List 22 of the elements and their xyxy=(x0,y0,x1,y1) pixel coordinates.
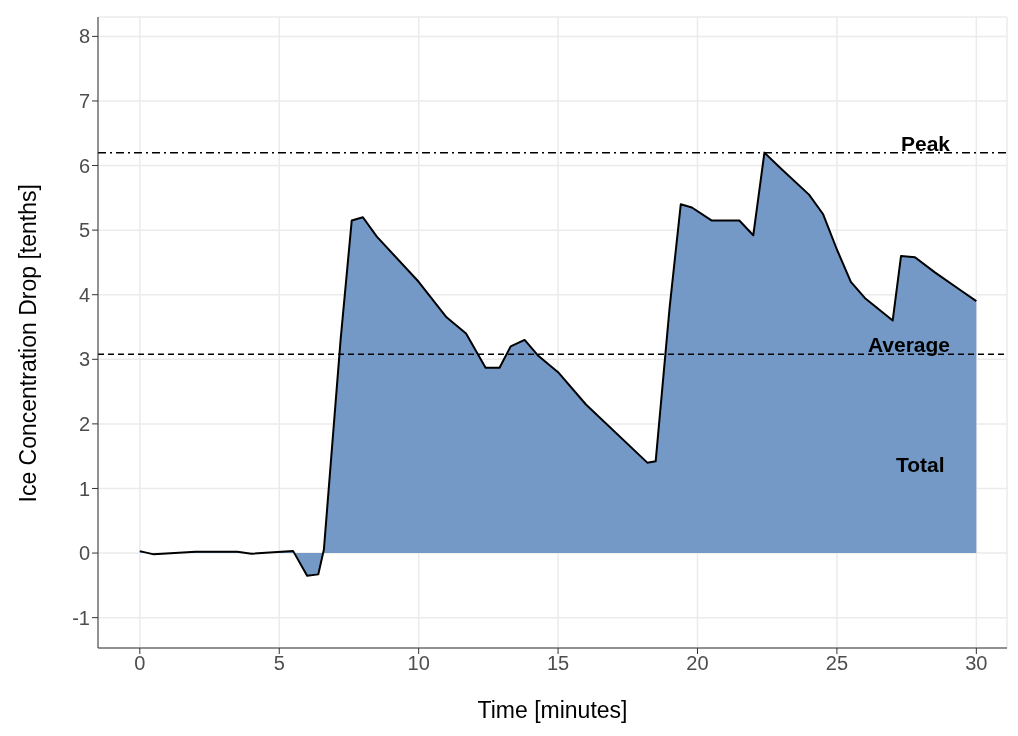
y-tick-label: 4 xyxy=(78,283,90,306)
y-tick-label: 5 xyxy=(78,219,90,242)
y-tick-label: -1 xyxy=(72,606,90,629)
x-tick-label: 5 xyxy=(273,652,285,675)
x-axis-title: Time [minutes] xyxy=(477,697,628,723)
y-tick-label: 8 xyxy=(78,25,90,48)
x-tick-label: 10 xyxy=(407,652,430,675)
x-tick-label: 15 xyxy=(546,652,570,675)
x-tick-label: 0 xyxy=(134,652,146,675)
x-tick-label: 30 xyxy=(965,652,988,675)
ref-line-label: Average xyxy=(867,333,950,357)
y-tick-label: 1 xyxy=(78,477,90,500)
x-tick-label: 25 xyxy=(825,652,849,675)
y-axis-title: Ice Concentration Drop [tenths] xyxy=(15,184,42,503)
y-tick-label: 3 xyxy=(78,348,90,371)
ref-line-label: Peak xyxy=(900,131,951,155)
y-tick-label: 6 xyxy=(78,154,90,177)
y-tick-label: 2 xyxy=(78,412,90,435)
y-tick-label: 0 xyxy=(78,542,90,565)
y-tick-label: 7 xyxy=(78,90,90,113)
x-tick-label: 20 xyxy=(686,652,709,675)
annotation: Total xyxy=(896,453,945,477)
